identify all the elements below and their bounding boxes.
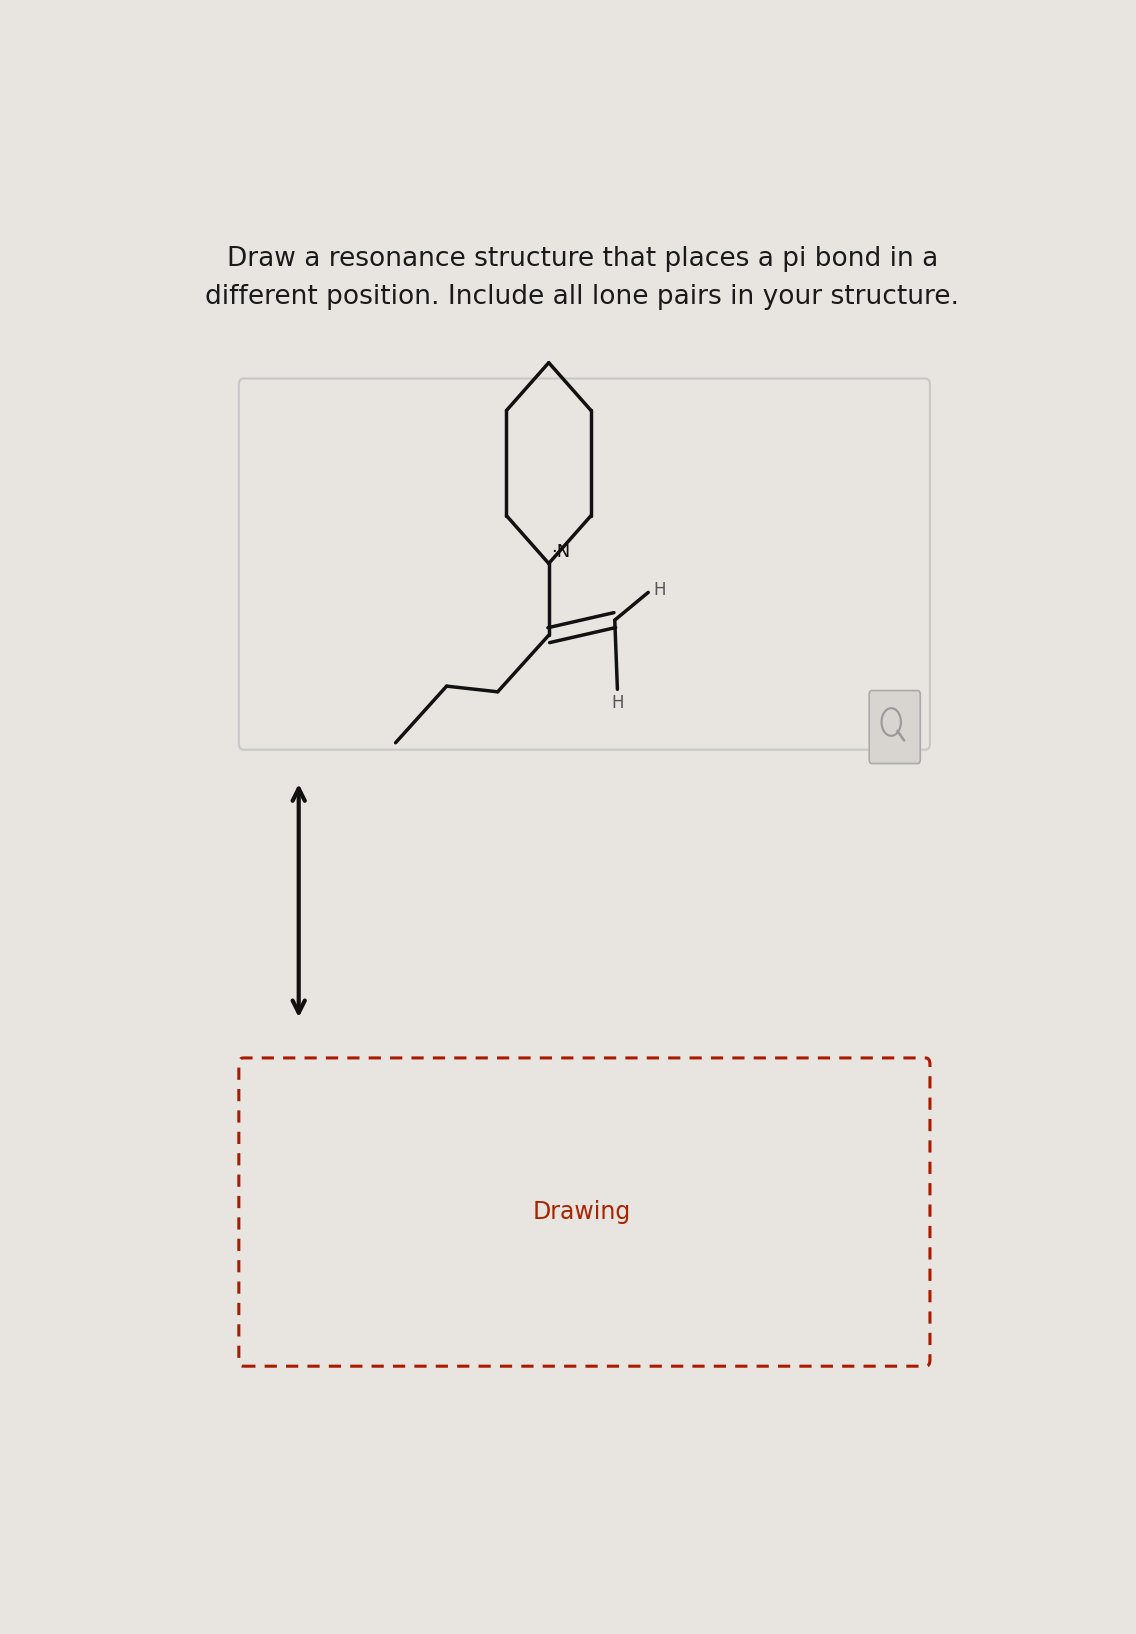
Text: Drawing: Drawing	[533, 1199, 632, 1224]
Text: different position. Include all lone pairs in your structure.: different position. Include all lone pai…	[206, 284, 959, 310]
FancyBboxPatch shape	[869, 691, 920, 763]
FancyBboxPatch shape	[239, 1057, 930, 1366]
Text: H: H	[653, 582, 666, 600]
FancyBboxPatch shape	[239, 379, 930, 750]
Text: ·N: ·N	[551, 542, 570, 560]
Text: H: H	[611, 694, 624, 712]
Text: Draw a resonance structure that places a pi bond in a: Draw a resonance structure that places a…	[226, 247, 938, 273]
